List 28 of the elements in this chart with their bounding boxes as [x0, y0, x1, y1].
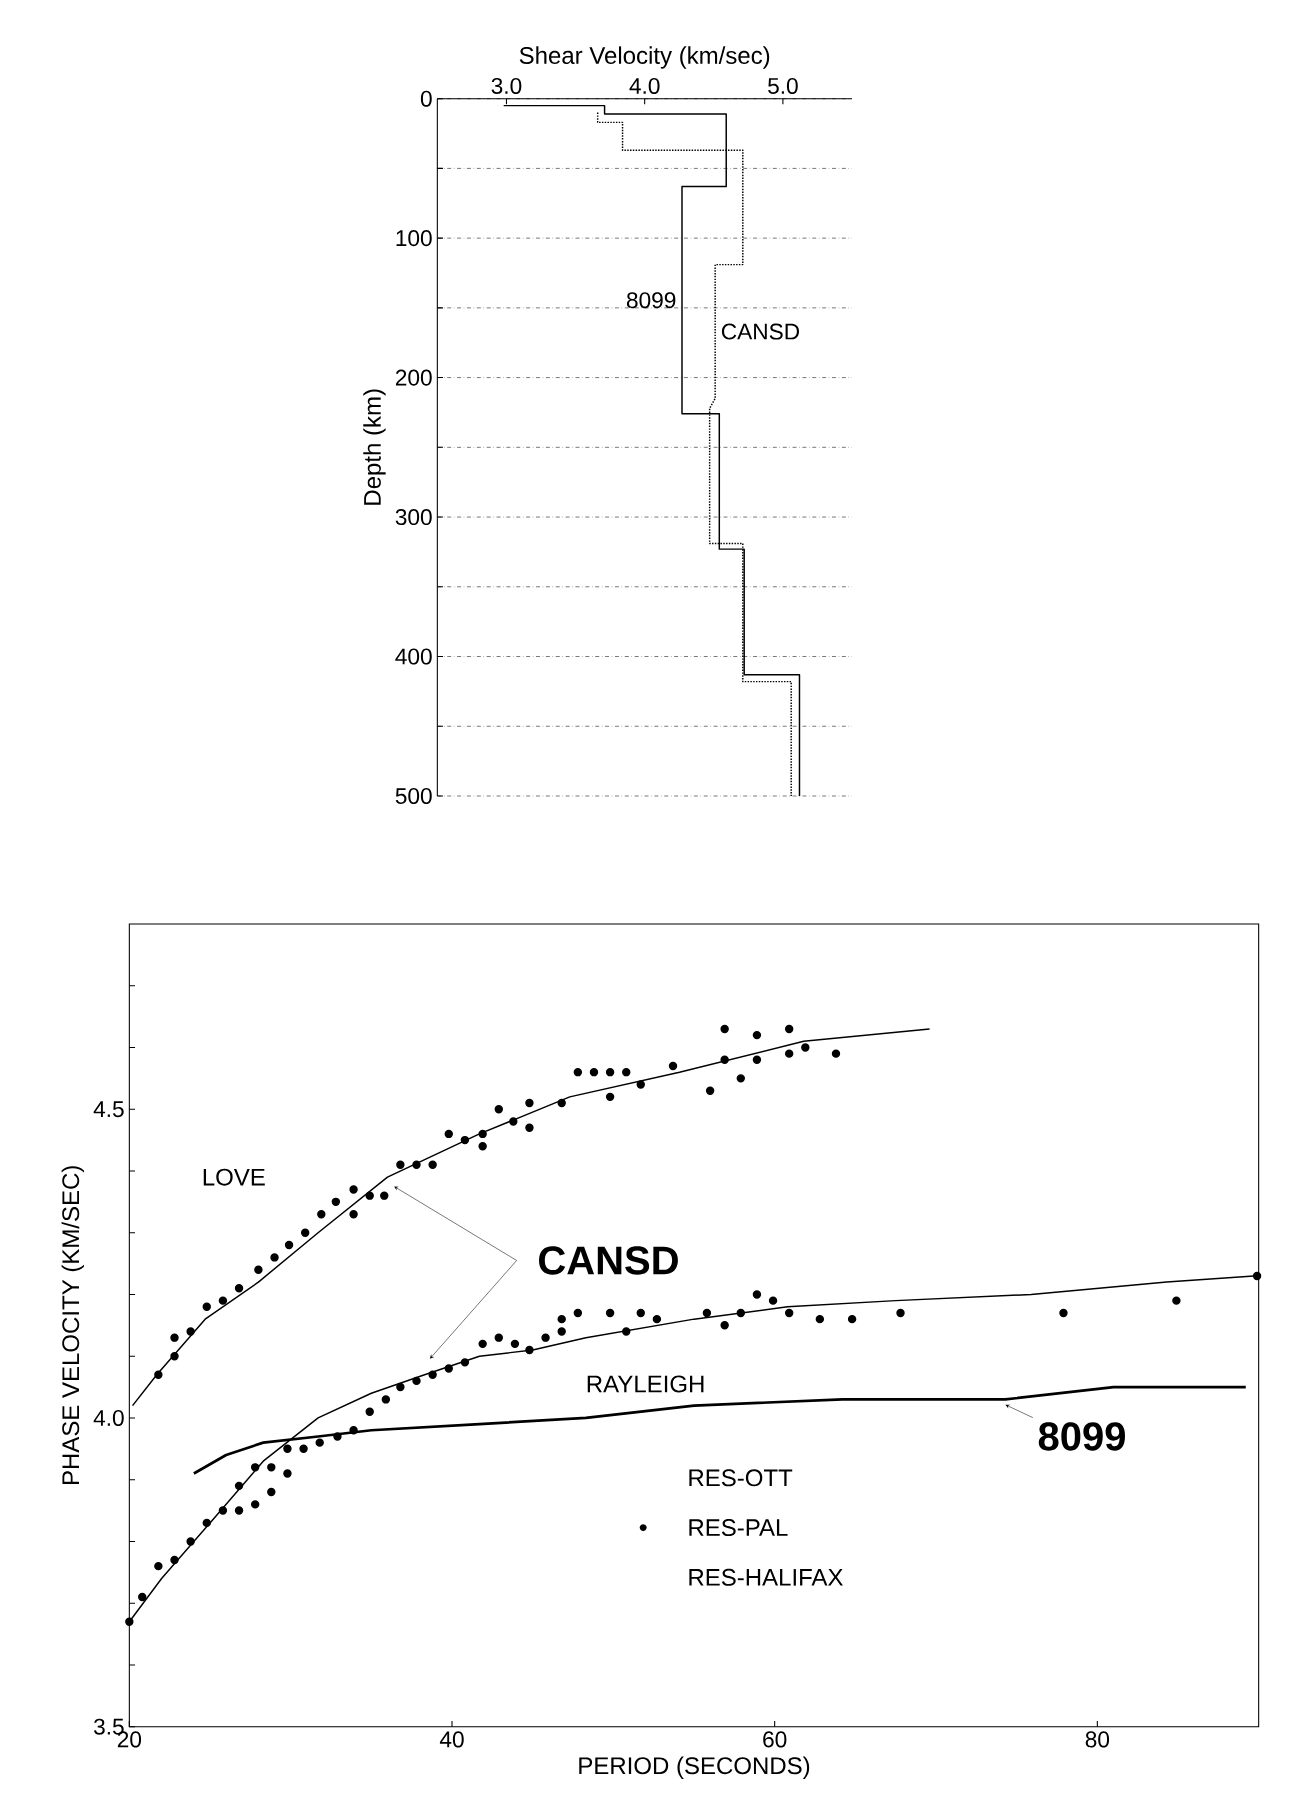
x-tick-label: 4.0 [629, 77, 660, 94]
series-label: CANSD [721, 323, 800, 340]
y-tick-label: 200 [395, 369, 432, 386]
y-tick-label: 300 [395, 509, 432, 526]
annotation: RAYLEIGH [587, 1375, 704, 1393]
y-axis-title: Depth (km) [363, 389, 386, 505]
y-tick-label: 0 [420, 90, 432, 107]
annotation: 8099 [1038, 1422, 1125, 1451]
y-tick-label: 400 [395, 648, 432, 665]
x-axis-title: PERIOD (SECONDS) [579, 1756, 810, 1779]
x-axis-title: Shear Velocity (km/sec) [519, 46, 770, 69]
y-tick-label: 4.5 [93, 1101, 124, 1118]
y-axis-title: PHASE VELOCITY (KM/SEC) [61, 1166, 84, 1485]
y-tick-label: 100 [396, 230, 432, 247]
annotation: LOVE [203, 1168, 265, 1186]
x-tick-label: 60 [763, 1731, 787, 1748]
series-label: 8099 [626, 292, 676, 309]
x-tick-label: 40 [439, 1731, 464, 1748]
annotation: RES-HALIFAX [689, 1568, 843, 1586]
x-tick-label: 80 [1085, 1731, 1110, 1748]
y-tick-label: 4.0 [93, 1409, 124, 1426]
x-tick-label: 3.0 [491, 77, 522, 94]
legend-label: RES-PAL [689, 1519, 788, 1537]
annotation: RES-OTT [689, 1469, 793, 1487]
x-tick-label: 5.0 [768, 77, 798, 94]
y-tick-label: 500 [395, 787, 432, 805]
line-series [131, 1028, 931, 1407]
annotation: CANSD [539, 1246, 678, 1275]
